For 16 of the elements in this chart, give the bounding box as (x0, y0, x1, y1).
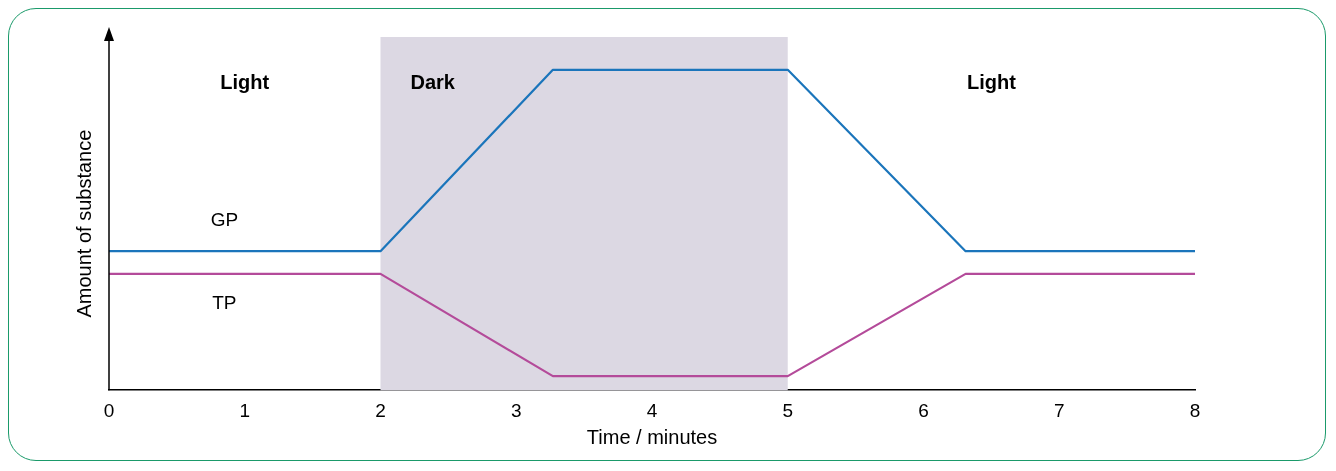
x-axis-title: Time / minutes (586, 425, 718, 448)
band-label: Dark (410, 71, 456, 94)
series-label: GP (210, 209, 239, 231)
series-label: TP (212, 292, 237, 314)
x-tick-label: 2 (375, 399, 386, 421)
x-tick-label: 1 (239, 399, 251, 421)
x-tick-label: 4 (646, 399, 658, 421)
x-tick-label: 8 (1189, 399, 1201, 421)
x-tick-label: 0 (103, 399, 115, 421)
x-tick-label: 5 (782, 399, 794, 421)
x-tick-label: 6 (918, 399, 929, 421)
x-tick-label: 7 (1053, 399, 1065, 421)
x-tick-label: 3 (510, 399, 522, 421)
y-axis-title: Amount of substance (72, 129, 95, 318)
annotation: Light (220, 71, 270, 94)
annotation: Light (966, 71, 1017, 94)
